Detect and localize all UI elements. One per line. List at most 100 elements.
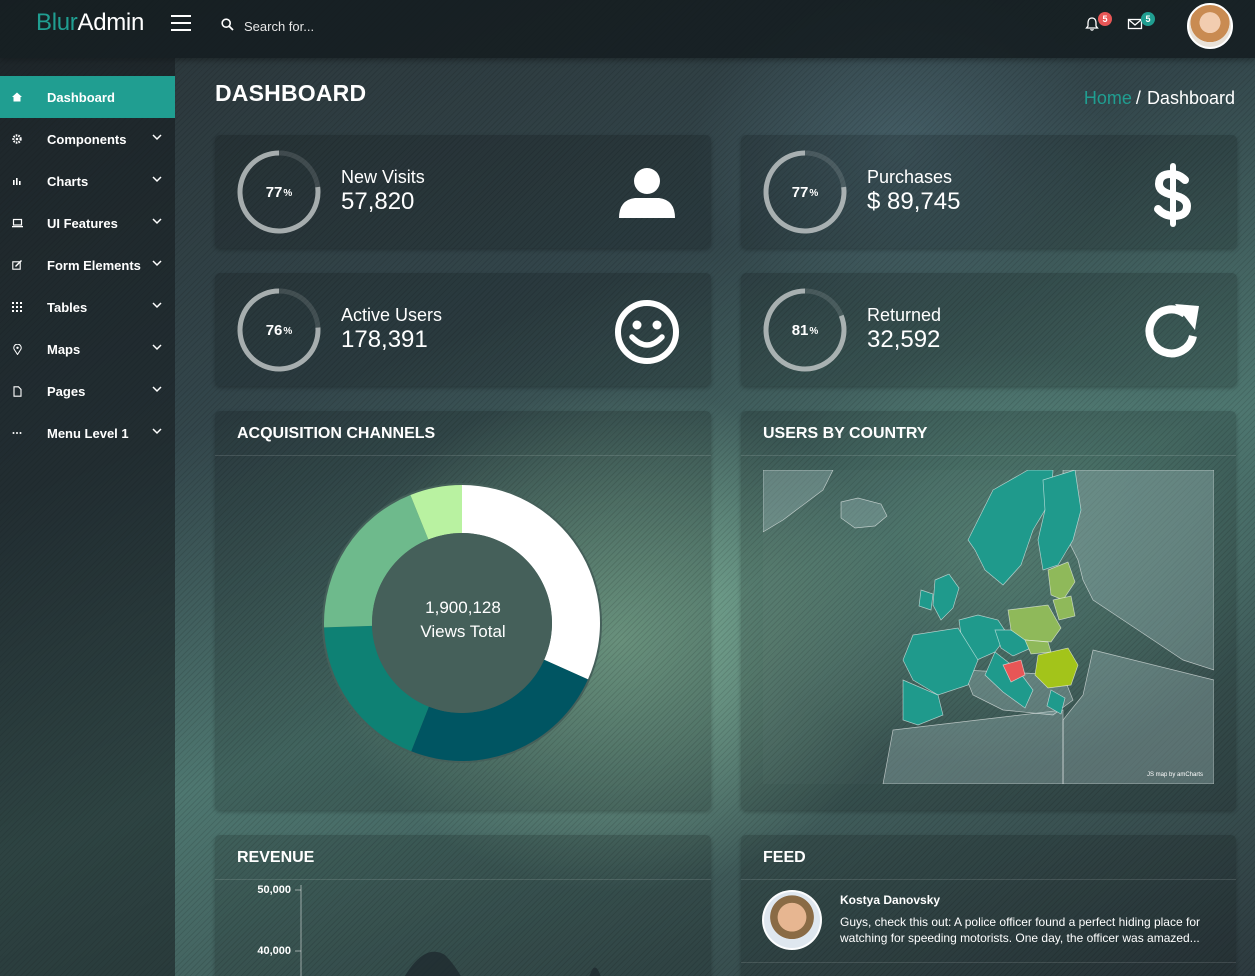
sidebar-item-components[interactable]: Components [0,118,175,160]
top-bar: BlurAdmin 5 5 [0,0,1255,58]
donut-segment[interactable] [324,625,429,752]
sidebar-item-label: Tables [47,299,88,315]
refresh-icon [1145,304,1199,358]
acquisition-donut-chart [322,483,602,763]
home-icon [0,92,47,102]
brand-part1: Blur [36,9,78,36]
stat-value: 32,592 [867,326,941,353]
progress-ring [763,150,847,234]
feed-author[interactable]: Kostya Danovsky [840,893,941,907]
panel-title: REVENUE [215,835,711,880]
sidebar-item-tables[interactable]: Tables [0,286,175,328]
sidebar-item-menu-level-1[interactable]: Menu Level 1 [0,412,175,454]
views-total-label: Views Total [420,622,506,641]
sidebar-item-charts[interactable]: Charts [0,160,175,202]
ellipsis-icon [0,431,47,435]
sidebar-item-dashboard[interactable]: Dashboard [0,76,175,118]
chevron-down-icon [152,428,162,435]
breadcrumb-home-link[interactable]: Home [1083,88,1132,108]
mail-badge: 5 [1141,12,1155,26]
chevron-down-icon [152,386,162,393]
sidebar-item-label: Menu Level 1 [47,425,129,441]
map-credit: JS map by amCharts [1147,772,1203,778]
grid-icon [0,302,47,312]
donut-segment[interactable] [411,659,588,761]
sidebar-item-label: Charts [47,173,89,189]
donut-segment[interactable] [410,485,462,540]
stat-value: $ 89,745 [867,188,961,215]
sidebar-item-label: Maps [47,341,81,357]
bar-chart-icon [0,176,47,186]
laptop-icon [0,218,47,228]
sidebar-item-label: Dashboard [47,89,115,105]
revenue-panel: REVENUE 50,000 40,000 [215,835,711,976]
feed-panel: FEED Kostya Danovsky Guys, check this ou… [741,835,1236,976]
stat-label: Purchases [867,167,953,187]
sidebar-item-label: Form Elements [47,257,141,273]
feed-divider [741,962,1236,963]
breadcrumb-current: Dashboard [1146,88,1235,108]
sidebar-item-pages[interactable]: Pages [0,370,175,412]
menu-toggle-icon[interactable] [171,15,191,31]
donut-center-label: 1,900,128 Views Total [215,596,711,644]
map-pin-icon [0,343,47,355]
progress-ring [237,150,321,234]
feed-text: Guys, check this out: A police officer f… [840,915,1200,945]
sidebar [0,58,175,976]
donut-hole [372,533,552,713]
mail-icon[interactable] [1127,16,1143,32]
users-by-country-panel: USERS BY COUNTRY [741,411,1236,810]
views-total-value: 1,900,128 [425,598,501,617]
pencil-square-icon [0,260,47,270]
sidebar-item-maps[interactable]: Maps [0,328,175,370]
breadcrumb-separator: / [1135,88,1141,108]
gear-icon [0,134,47,144]
sidebar-item-form-elements[interactable]: Form Elements [0,244,175,286]
chevron-down-icon [152,176,162,183]
brand-logo[interactable]: BlurAdmin [36,9,144,37]
progress-arc [763,150,847,234]
stat-card-new-visits: 77% New Visits 57,820 [215,135,711,248]
stat-card-purchases: 77% Purchases $ 89,745 [741,135,1237,248]
file-icon [0,385,47,397]
user-avatar[interactable] [1187,3,1233,49]
panel-title: USERS BY COUNTRY [741,411,1236,456]
stat-label: Returned [867,305,942,325]
sidebar-item-label: Components [47,131,127,147]
sidebar-item-label: Pages [47,383,86,399]
progress-ring [763,288,847,372]
breadcrumb: Home / Dashboard [1084,88,1235,109]
sidebar-item-ui-features[interactable]: UI Features [0,202,175,244]
search-icon [221,18,234,31]
revenue-chart [295,885,601,976]
stat-percent: 81% [791,321,819,339]
stat-percent: 77% [791,183,819,201]
progress-arc [237,150,321,234]
stat-label: New Visits [341,167,425,187]
smile-icon [615,300,679,364]
y-tick-label: 50,000 [257,884,291,896]
feed-avatar[interactable] [762,890,822,950]
donut-segment[interactable] [462,485,600,680]
chevron-down-icon [152,260,162,267]
stat-percent: 76% [265,321,293,339]
y-tick-label: 40,000 [257,945,291,957]
user-icon [619,168,675,218]
progress-arc [237,288,321,372]
brand-part2: Admin [77,9,145,36]
sidebar-item-label: UI Features [47,215,118,231]
panel-title: FEED [741,835,1236,880]
europe-map[interactable]: JS map by amCharts [763,470,1214,784]
donut-segment[interactable] [324,495,429,628]
bell-icon[interactable] [1084,16,1100,32]
panel-title: ACQUISITION CHANNELS [215,411,711,456]
stat-label: Active Users [341,305,443,325]
search-input[interactable] [244,14,444,38]
stat-percent: 77% [265,183,293,201]
stat-value: 57,820 [341,188,415,215]
stat-card-active-users: 76% Active Users 178,391 [215,273,711,386]
chevron-down-icon [152,218,162,225]
page-title: DASHBOARD [215,80,367,106]
chevron-down-icon [152,134,162,141]
stat-value: 178,391 [341,326,428,353]
